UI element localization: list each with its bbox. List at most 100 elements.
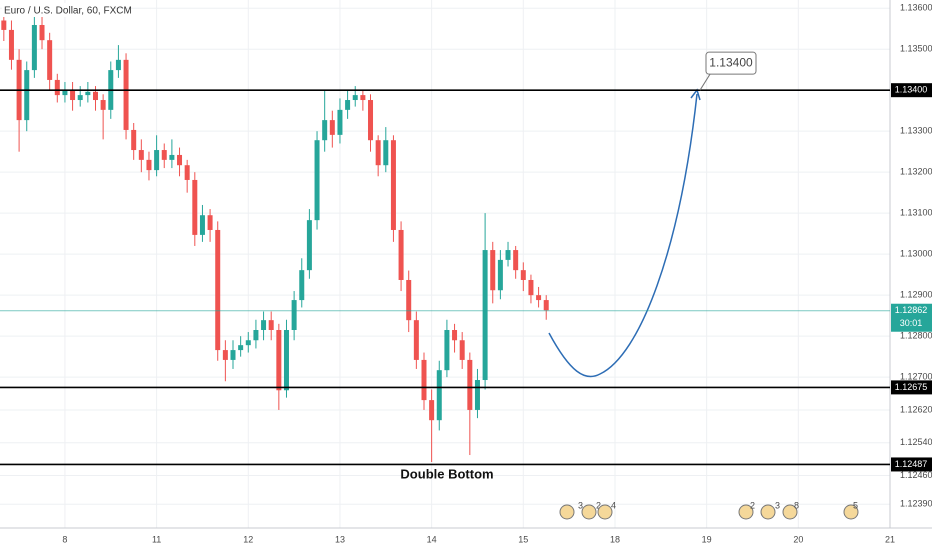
candle-body xyxy=(421,359,427,401)
x-tick-label: 13 xyxy=(335,534,345,544)
level-label: 1.12487 xyxy=(895,459,928,469)
level-label: 1.13400 xyxy=(895,85,928,95)
candle-body xyxy=(131,129,137,151)
candle-body xyxy=(169,154,175,160)
candle-body xyxy=(207,215,213,230)
y-tick-label: 1.13300 xyxy=(900,126,932,136)
candle-body xyxy=(268,320,274,330)
candle-body xyxy=(154,150,160,171)
candle-body xyxy=(1,20,7,30)
event-count: 3 xyxy=(578,500,583,510)
candle-body xyxy=(184,165,190,180)
candle-body xyxy=(62,90,68,96)
level-label: 1.12675 xyxy=(895,382,928,392)
x-tick-label: 18 xyxy=(610,534,620,544)
candle-body xyxy=(406,279,412,321)
candle-body xyxy=(390,140,396,230)
y-tick-label: 1.13000 xyxy=(900,249,932,259)
candle-body xyxy=(92,91,98,101)
x-tick-label: 8 xyxy=(62,534,67,544)
candle-body xyxy=(70,90,76,101)
candle-body xyxy=(444,330,450,371)
candle-body xyxy=(222,350,228,360)
candle-body xyxy=(253,330,259,341)
candle-body xyxy=(238,345,244,351)
candle-body xyxy=(520,270,526,280)
level-label-box xyxy=(891,83,932,98)
candle-body xyxy=(536,295,542,301)
x-tick-label: 11 xyxy=(152,534,161,544)
y-tick-label: 1.12620 xyxy=(900,404,932,414)
y-tick-label: 1.12540 xyxy=(900,437,932,447)
candle-body xyxy=(352,95,358,101)
title-bg xyxy=(2,3,114,17)
candle-body xyxy=(375,140,381,166)
x-tick-label: 21 xyxy=(885,534,895,544)
candle-body xyxy=(31,25,37,71)
target-label: 1.13400 xyxy=(709,55,753,69)
candle-body xyxy=(345,100,351,110)
candle-body xyxy=(329,120,335,135)
candle-body xyxy=(528,279,534,296)
event-icon xyxy=(782,504,798,520)
candle-body xyxy=(337,109,343,135)
candle-body xyxy=(360,95,366,101)
candle-body xyxy=(505,250,511,260)
candles xyxy=(1,8,549,462)
candle-body xyxy=(383,140,389,166)
candle-body xyxy=(146,159,152,171)
event-count: 5 xyxy=(853,500,858,510)
candle-body xyxy=(245,340,251,346)
grid xyxy=(0,0,891,528)
target-callout xyxy=(705,51,757,75)
x-tick-label: 19 xyxy=(702,534,712,544)
candle-body xyxy=(47,40,53,80)
candle-body xyxy=(322,120,328,141)
candle-body xyxy=(177,154,183,166)
candle-body xyxy=(85,91,91,96)
event-count: 8 xyxy=(794,500,799,510)
candle-body xyxy=(459,340,465,360)
event-count: 2 xyxy=(750,500,755,510)
last-price-label: 1.12862 xyxy=(895,305,928,315)
event-icon xyxy=(738,504,754,520)
last-price-box xyxy=(891,303,932,332)
candle-body xyxy=(161,150,167,160)
y-tick-label: 1.12700 xyxy=(900,372,932,382)
candle-body xyxy=(482,250,488,381)
y-tick-label: 1.12900 xyxy=(900,290,932,300)
candle-body xyxy=(115,59,121,71)
candle-body xyxy=(192,179,198,235)
y-tick-label: 1.13600 xyxy=(900,3,932,13)
y-tick-label: 1.13200 xyxy=(900,167,932,177)
candle-body xyxy=(39,25,45,41)
candle-body xyxy=(8,29,14,60)
candle-body xyxy=(123,59,129,130)
event-icon xyxy=(843,504,859,520)
candle-body xyxy=(77,95,83,101)
level-label-box xyxy=(891,457,932,472)
candle-body xyxy=(413,320,419,360)
candle-body xyxy=(543,300,549,311)
candle-body xyxy=(497,259,503,291)
candle-body xyxy=(299,270,305,301)
candle-body xyxy=(54,79,60,96)
candle-body xyxy=(490,250,496,291)
x-tick-label: 15 xyxy=(518,534,528,544)
level-label-box xyxy=(891,380,932,395)
candle-body xyxy=(452,330,458,341)
chart-title: Euro / U.S. Dollar, 60, FXCM xyxy=(4,6,132,17)
candle-body xyxy=(306,220,312,271)
x-tick-label: 20 xyxy=(793,534,803,544)
annotation: Double Bottom xyxy=(400,466,493,481)
candle-body xyxy=(513,250,519,271)
candle-body xyxy=(261,320,267,330)
event-icon xyxy=(559,504,575,520)
candle-body xyxy=(398,229,404,280)
candle-body xyxy=(24,70,30,121)
candle-body xyxy=(276,330,282,391)
candle-body xyxy=(474,380,480,410)
countdown-label: 30:01 xyxy=(900,318,923,328)
